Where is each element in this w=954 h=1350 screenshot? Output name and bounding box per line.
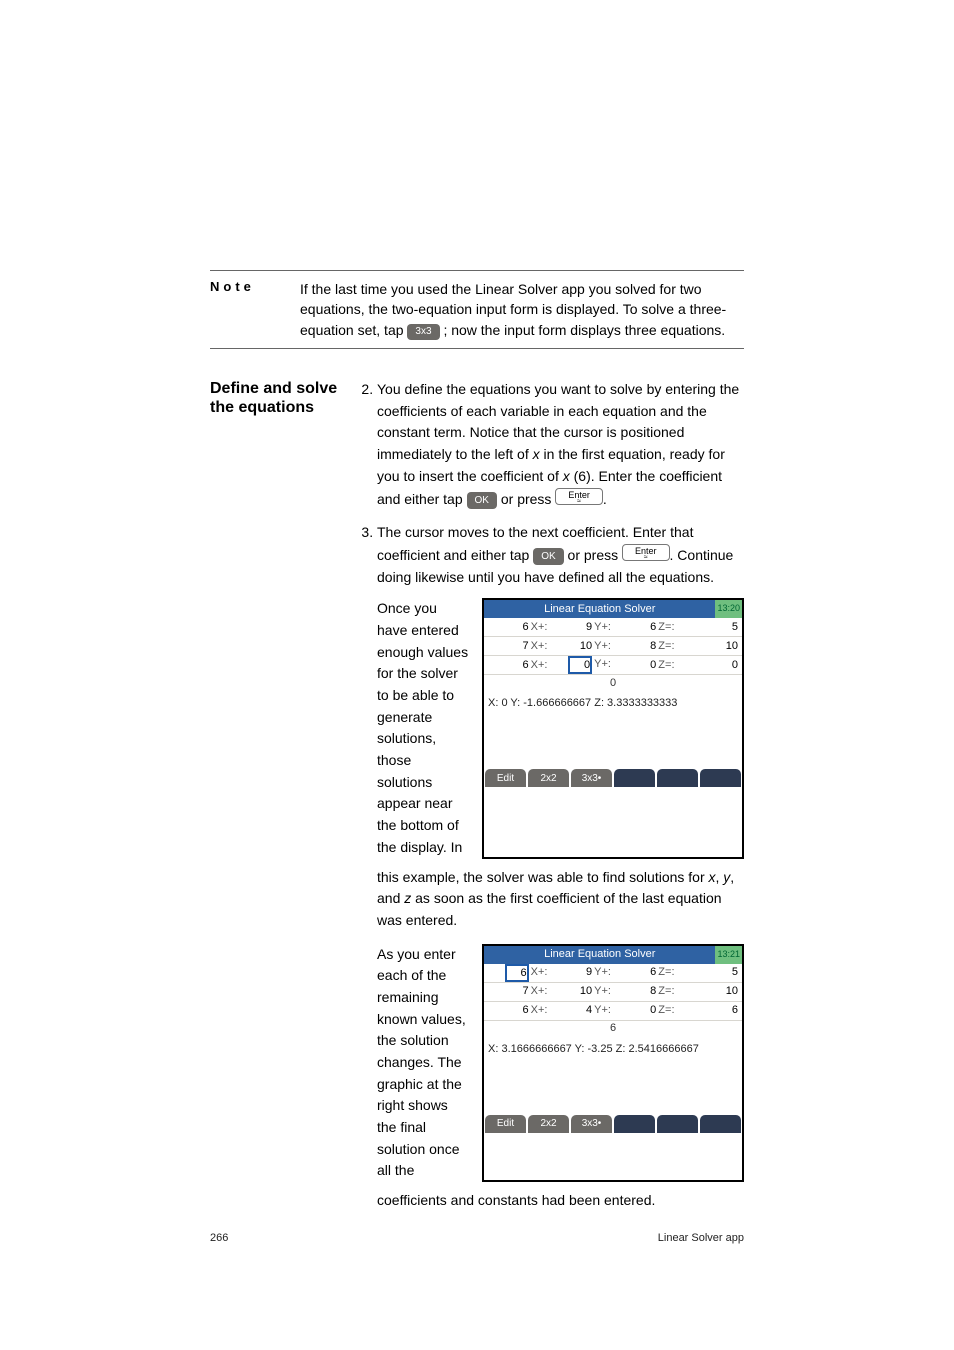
- step2-d: or press: [497, 491, 555, 507]
- section-heading: Define and solve the equations: [210, 379, 345, 417]
- c2r2v1: 7: [484, 983, 530, 1000]
- c1r1l3: Z=:: [657, 619, 674, 636]
- page-number: 266: [210, 1232, 228, 1244]
- pill-ok-2: OK: [533, 548, 563, 566]
- c1r2v2: 10: [548, 638, 594, 655]
- c1r2v1: 7: [484, 638, 530, 655]
- c1r1v4: 5: [675, 619, 743, 636]
- c2r1v3: 6: [611, 964, 657, 981]
- calc2-menu-empty-2: [657, 1115, 698, 1133]
- step-3: The cursor moves to the next coefficient…: [377, 522, 744, 1212]
- c2r3l2: Y+:: [593, 1002, 611, 1019]
- c2r3l3: Z=:: [657, 1002, 674, 1019]
- c1r2v4: 10: [675, 638, 743, 655]
- calc1-titlebar: Linear Equation Solver 13:20: [484, 600, 742, 618]
- c1r2l2: Y+:: [593, 638, 611, 655]
- c1r2v3: 8: [611, 638, 657, 655]
- step3-b: or press: [564, 547, 622, 563]
- c1r1v2: 9: [548, 619, 594, 636]
- c2r2l1: X+:: [530, 983, 548, 1000]
- p1c-b: as soon as the first coefficient of the …: [377, 890, 722, 928]
- note-text: If the last time you used the Linear Sol…: [300, 279, 744, 340]
- calc2-menu-empty-1: [614, 1115, 655, 1133]
- calc1-menu-empty-2: [657, 769, 698, 787]
- calc2-menu-2x2: 2x2: [528, 1115, 569, 1133]
- calc1-time: 13:20: [715, 600, 742, 618]
- footer-title: Linear Solver app: [658, 1232, 744, 1244]
- c1r3v3: 0: [611, 657, 657, 674]
- para2-continuation: coefficients and constants had been ente…: [377, 1190, 744, 1212]
- calc2-menu-empty-3: [700, 1115, 741, 1133]
- calc-screenshot-1: Linear Equation Solver 13:20 6X+: 9Y+: 6…: [482, 598, 744, 858]
- calc-screenshot-2: Linear Equation Solver 13:21 6X+: 9Y+: 6…: [482, 944, 744, 1183]
- c1r3l2: Y+:: [593, 656, 611, 674]
- calc1-menu-empty-1: [614, 769, 655, 787]
- step2-x1: x: [533, 446, 540, 462]
- c1r3l1: X+:: [530, 657, 548, 674]
- c1r1l2: Y+:: [593, 619, 611, 636]
- para1-continuation: this example, the solver was able to fin…: [377, 867, 744, 932]
- calc1-menu-2x2: 2x2: [528, 769, 569, 787]
- calc1-solution: X: 0 Y: -1.666666667 Z: 3.3333333333: [484, 691, 742, 769]
- c2r2v2: 10: [548, 983, 594, 1000]
- c2r1l1: X+:: [530, 964, 548, 982]
- calc1-rows: 6X+: 9Y+: 6Z=: 5 7X+: 10Y+: 8Z=: 10: [484, 618, 742, 675]
- c2r3l1: X+:: [530, 1002, 548, 1019]
- step2-e: .: [603, 491, 607, 507]
- c1r3l3: Z=:: [657, 657, 674, 674]
- pill-ok-1: OK: [467, 492, 497, 510]
- note-label: Note: [210, 279, 300, 340]
- c1r3v2-selected: 0: [568, 656, 592, 674]
- calc2-solution: X: 3.1666666667 Y: -3.25 Z: 2.5416666667: [484, 1037, 742, 1115]
- enter-key-2: Enter: [622, 544, 670, 561]
- c1r3v1: 6: [484, 657, 530, 674]
- step2-x2: x: [563, 468, 570, 484]
- c2r3v2: 4: [548, 1002, 594, 1019]
- note-text-b: ; now the input form displays three equa…: [443, 322, 725, 338]
- enter-key-1: Enter: [555, 488, 603, 505]
- c1r2l1: X+:: [530, 638, 548, 655]
- c2r3v1: 6: [484, 1002, 530, 1019]
- p1c-a: this example, the solver was able to fin…: [377, 869, 709, 885]
- c2r2v3: 8: [611, 983, 657, 1000]
- calc1-title: Linear Equation Solver: [484, 601, 715, 618]
- c1r3v4: 0: [675, 657, 743, 674]
- c1r1v3: 6: [611, 619, 657, 636]
- c2r1v4: 5: [675, 964, 743, 981]
- calc2-menu: Edit 2x2 3x3•: [484, 1115, 742, 1133]
- c2r1l2: Y+:: [593, 964, 611, 981]
- calc1-menu-empty-3: [700, 769, 741, 787]
- p1c-x: x: [709, 869, 716, 885]
- calc2-titlebar: Linear Equation Solver 13:21: [484, 946, 742, 964]
- step-2: You define the equations you want to sol…: [377, 379, 744, 510]
- section-define-and-solve: Define and solve the equations You defin…: [210, 379, 744, 1224]
- c1r1l1: X+:: [530, 619, 548, 636]
- calc2-rows: 6X+: 9Y+: 6Z=: 5 7X+: 10Y+: 8Z=: 10: [484, 964, 742, 1021]
- calc1-hint: 0: [484, 675, 742, 691]
- c2r1v1-selected: 6: [505, 964, 529, 982]
- para2-left: As you enter each of the remaining known…: [377, 944, 470, 1183]
- c2r1l3: Z=:: [657, 964, 674, 981]
- calc1-menu: Edit 2x2 3x3•: [484, 769, 742, 787]
- c2r2l2: Y+:: [593, 983, 611, 1000]
- calc2-hint: 6: [484, 1021, 742, 1037]
- c2r1v2: 9: [548, 964, 594, 981]
- note-block: Note If the last time you used the Linea…: [210, 270, 744, 349]
- pill-3x3: 3x3: [407, 324, 439, 341]
- c1r2l3: Z=:: [657, 638, 674, 655]
- para1-left: Once you have entered enough values for …: [377, 598, 470, 858]
- calc1-menu-3x3: 3x3•: [571, 769, 612, 787]
- c2r2l3: Z=:: [657, 983, 674, 1000]
- calc2-menu-3x3: 3x3•: [571, 1115, 612, 1133]
- calc2-time: 13:21: [715, 946, 742, 964]
- page-footer: 266 Linear Solver app: [210, 1232, 744, 1244]
- steps-list: You define the equations you want to sol…: [355, 379, 744, 1212]
- c1r1v1: 6: [484, 619, 530, 636]
- calc1-menu-edit: Edit: [485, 769, 526, 787]
- c2r3v4: 6: [675, 1002, 743, 1019]
- calc2-menu-edit: Edit: [485, 1115, 526, 1133]
- c2r2v4: 10: [675, 983, 743, 1000]
- calc2-title: Linear Equation Solver: [484, 946, 715, 963]
- c2r3v3: 0: [611, 1002, 657, 1019]
